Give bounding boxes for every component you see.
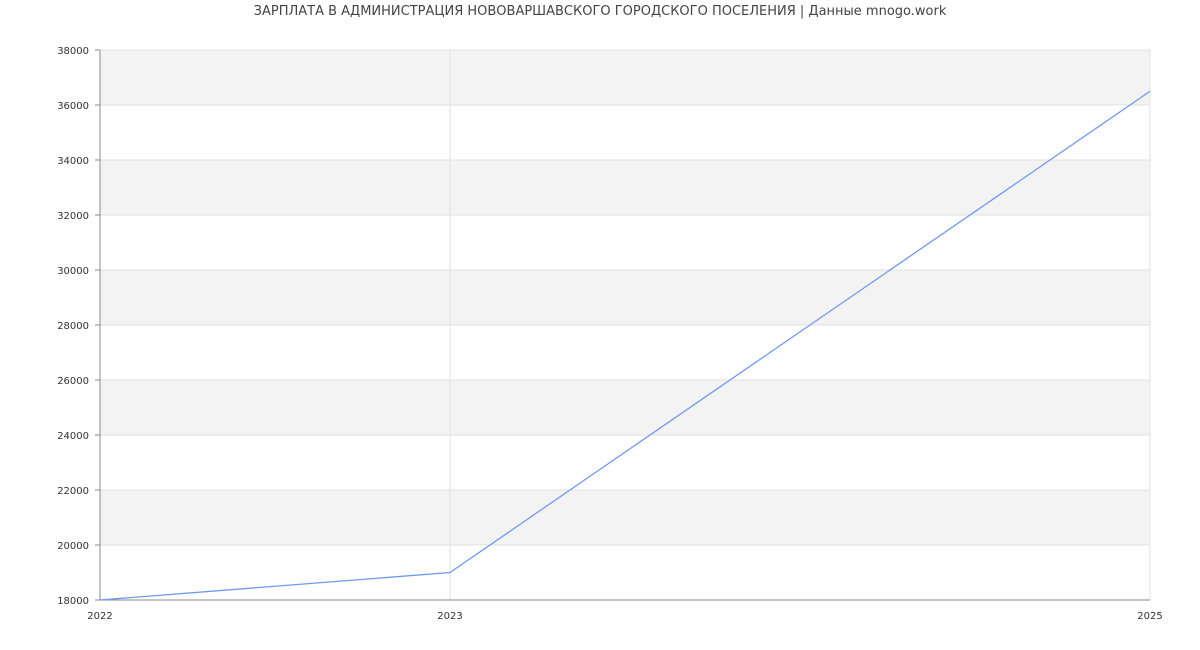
chart-title: ЗАРПЛАТА В АДМИНИСТРАЦИЯ НОВОВАРШАВСКОГО… (253, 4, 947, 19)
y-tick-label: 36000 (57, 101, 89, 112)
grid-band (100, 50, 1150, 105)
grid-band (100, 160, 1150, 215)
y-tick-label: 24000 (57, 431, 89, 442)
grid-band (100, 270, 1150, 325)
y-tick-label: 22000 (57, 486, 89, 497)
y-tick-label: 18000 (57, 596, 89, 607)
grid-band (100, 380, 1150, 435)
y-tick-label: 28000 (57, 321, 89, 332)
y-tick-label: 26000 (57, 376, 89, 387)
y-tick-label: 30000 (57, 266, 89, 277)
x-tick-label: 2023 (437, 611, 462, 622)
x-tick-label: 2025 (1137, 611, 1162, 622)
grid-band (100, 490, 1150, 545)
y-tick-label: 34000 (57, 156, 89, 167)
y-tick-label: 32000 (57, 211, 89, 222)
series-line (99, 90, 1151, 601)
y-tick-label: 38000 (57, 46, 89, 57)
x-tick-label: 2022 (87, 611, 112, 622)
y-tick-label: 20000 (57, 541, 89, 552)
